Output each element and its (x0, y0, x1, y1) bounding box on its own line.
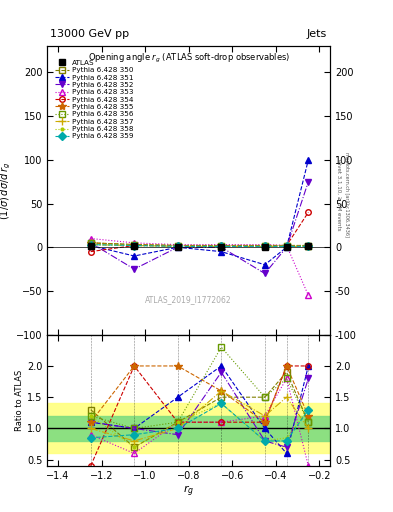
Pythia 6.428 358 (88, 242, 93, 248)
Pythia 6.428 356 (284, 243, 289, 249)
Pythia 6.428 357 (219, 243, 224, 249)
Text: Rivet 3.1.10, ≥ 3M events: Rivet 3.1.10, ≥ 3M events (336, 159, 341, 230)
Pythia 6.428 353 (284, 243, 289, 249)
Pythia 6.428 356 (175, 243, 180, 249)
Line: Pythia 6.428 355: Pythia 6.428 355 (86, 239, 312, 250)
Pythia 6.428 355 (88, 240, 93, 246)
Pythia 6.428 356 (88, 240, 93, 246)
Line: Pythia 6.428 354: Pythia 6.428 354 (88, 209, 311, 254)
Pythia 6.428 358 (219, 243, 224, 249)
Line: Pythia 6.428 359: Pythia 6.428 359 (88, 242, 311, 249)
Pythia 6.428 358 (175, 243, 180, 249)
Pythia 6.428 359 (263, 243, 267, 249)
Pythia 6.428 357 (88, 242, 93, 248)
Pythia 6.428 354 (219, 243, 224, 249)
Pythia 6.428 352 (219, 244, 224, 250)
Pythia 6.428 353 (132, 240, 137, 246)
Pythia 6.428 358 (306, 243, 311, 249)
Pythia 6.428 351 (175, 244, 180, 250)
Pythia 6.428 352 (175, 244, 180, 250)
Pythia 6.428 350 (88, 240, 93, 246)
Pythia 6.428 352 (132, 266, 137, 272)
Pythia 6.428 353 (219, 242, 224, 248)
Pythia 6.428 359 (88, 242, 93, 248)
Pythia 6.428 352 (306, 179, 311, 185)
Pythia 6.428 355 (132, 242, 137, 248)
Pythia 6.428 355 (284, 243, 289, 249)
Line: Pythia 6.428 351: Pythia 6.428 351 (88, 157, 311, 268)
Pythia 6.428 351 (219, 248, 224, 254)
Pythia 6.428 357 (175, 243, 180, 249)
Pythia 6.428 353 (263, 242, 267, 248)
Pythia 6.428 353 (175, 242, 180, 248)
Pythia 6.428 352 (284, 244, 289, 250)
Pythia 6.428 351 (306, 157, 311, 163)
Pythia 6.428 359 (284, 243, 289, 249)
Text: ATLAS_2019_I1772062: ATLAS_2019_I1772062 (145, 295, 232, 305)
Text: 13000 GeV pp: 13000 GeV pp (50, 29, 129, 39)
Pythia 6.428 354 (132, 243, 137, 249)
Pythia 6.428 355 (175, 243, 180, 249)
Pythia 6.428 350 (175, 243, 180, 249)
Pythia 6.428 356 (306, 243, 311, 249)
Pythia 6.428 358 (284, 243, 289, 249)
Pythia 6.428 358 (132, 243, 137, 249)
Pythia 6.428 359 (175, 243, 180, 249)
X-axis label: $r_g$: $r_g$ (183, 483, 194, 499)
Pythia 6.428 350 (284, 243, 289, 249)
Pythia 6.428 357 (306, 243, 311, 249)
Pythia 6.428 350 (306, 243, 311, 249)
Pythia 6.428 350 (219, 243, 224, 249)
Pythia 6.428 356 (132, 242, 137, 248)
Pythia 6.428 356 (263, 243, 267, 249)
Pythia 6.428 350 (132, 242, 137, 248)
Pythia 6.428 351 (284, 244, 289, 250)
Text: mcplots.cern.ch [arXiv:1306.3436]: mcplots.cern.ch [arXiv:1306.3436] (344, 152, 349, 237)
Pythia 6.428 357 (132, 243, 137, 249)
Y-axis label: $(1/\sigma)\, d\sigma/d\, r_g$: $(1/\sigma)\, d\sigma/d\, r_g$ (0, 161, 13, 220)
Pythia 6.428 351 (263, 262, 267, 268)
Line: Pythia 6.428 352: Pythia 6.428 352 (88, 179, 311, 276)
Pythia 6.428 353 (88, 236, 93, 242)
Pythia 6.428 359 (306, 243, 311, 249)
Pythia 6.428 359 (219, 243, 224, 249)
Line: Pythia 6.428 357: Pythia 6.428 357 (86, 241, 312, 250)
Pythia 6.428 351 (132, 253, 137, 259)
Line: Pythia 6.428 356: Pythia 6.428 356 (88, 240, 311, 248)
Pythia 6.428 354 (284, 243, 289, 249)
Pythia 6.428 357 (284, 243, 289, 249)
Pythia 6.428 354 (263, 243, 267, 249)
Pythia 6.428 353 (306, 292, 311, 298)
Legend: ATLAS, Pythia 6.428 350, Pythia 6.428 351, Pythia 6.428 352, Pythia 6.428 353, P: ATLAS, Pythia 6.428 350, Pythia 6.428 35… (53, 58, 135, 141)
Pythia 6.428 351 (88, 243, 93, 249)
Line: Pythia 6.428 353: Pythia 6.428 353 (88, 236, 311, 298)
Pythia 6.428 354 (175, 243, 180, 249)
Pythia 6.428 354 (88, 248, 93, 254)
Pythia 6.428 358 (263, 243, 267, 249)
Y-axis label: Ratio to ATLAS: Ratio to ATLAS (15, 370, 24, 431)
Line: Pythia 6.428 358: Pythia 6.428 358 (88, 242, 311, 249)
Pythia 6.428 352 (263, 270, 267, 276)
Line: Pythia 6.428 350: Pythia 6.428 350 (88, 240, 311, 249)
Text: Jets: Jets (307, 29, 327, 39)
Pythia 6.428 356 (219, 243, 224, 249)
Pythia 6.428 355 (219, 243, 224, 249)
Text: Opening angle $r_g$ (ATLAS soft-drop observables): Opening angle $r_g$ (ATLAS soft-drop obs… (88, 52, 290, 65)
Pythia 6.428 350 (263, 243, 267, 249)
Pythia 6.428 357 (263, 243, 267, 249)
Pythia 6.428 355 (306, 243, 311, 249)
Pythia 6.428 352 (88, 240, 93, 246)
Pythia 6.428 359 (132, 243, 137, 249)
Pythia 6.428 355 (263, 243, 267, 249)
Pythia 6.428 354 (306, 209, 311, 216)
